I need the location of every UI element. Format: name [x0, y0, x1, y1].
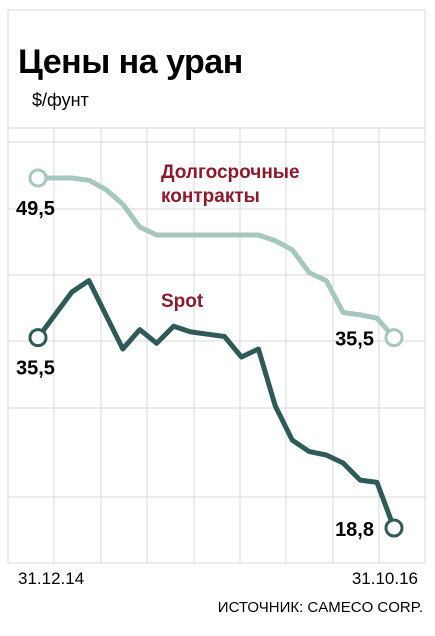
end-value-label: 18,8: [335, 519, 374, 541]
start-marker: [28, 328, 48, 348]
series-line-spot: [35, 278, 397, 531]
series-label-spot: Spot: [161, 291, 204, 312]
end-value-label: 35,5: [335, 329, 374, 351]
chart-title: Цены на уран: [18, 43, 243, 81]
series-label-long-term-line2: контракты: [161, 186, 260, 207]
start-value-label: 49,5: [16, 198, 55, 220]
series-label-long-term-line1: Долгосрочные: [161, 162, 300, 183]
title-panel: [0, 0, 435, 128]
series-line-long-term: [35, 175, 397, 341]
end-marker: [384, 518, 404, 538]
chart-subtitle: $/фунт: [32, 90, 89, 110]
x-tick-label-start: 31.12.14: [18, 569, 84, 588]
start-value-label: 35,5: [16, 358, 55, 380]
source-note: ИСТОЧНИК: CAMECO CORP.: [218, 599, 423, 616]
start-marker: [28, 168, 48, 188]
title-panel-frame: [7, 9, 426, 563]
end-marker: [384, 328, 404, 348]
plot-area: 49,5 35,5 35,5 18,8: [16, 168, 404, 541]
x-tick-label-end: 31.10.16: [352, 569, 418, 588]
